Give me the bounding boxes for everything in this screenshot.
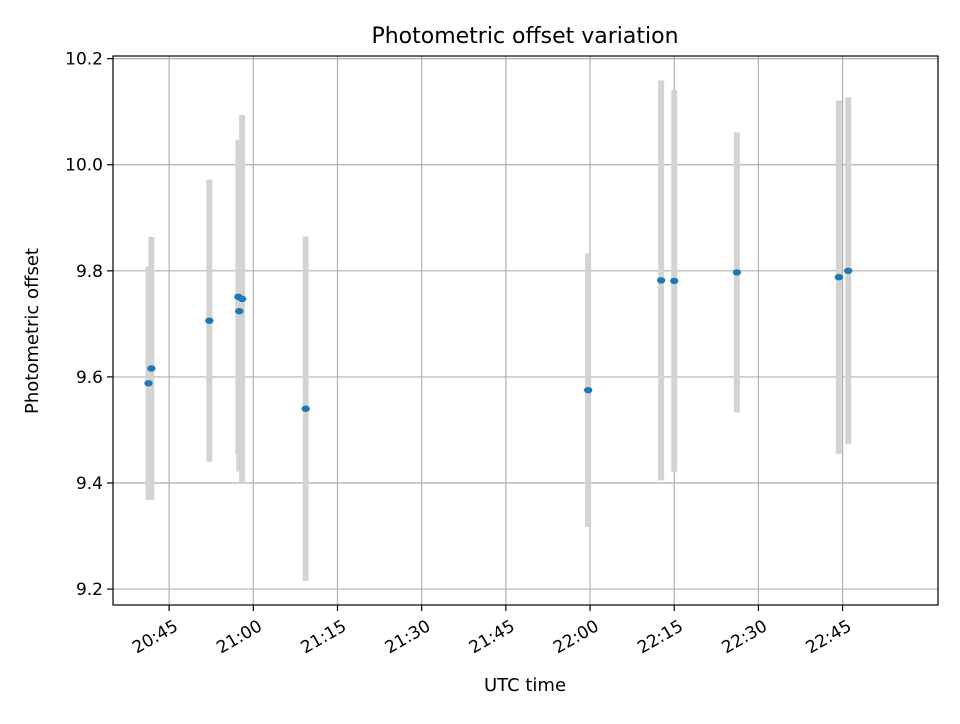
x-axis-label: UTC time xyxy=(484,675,566,696)
data-point xyxy=(144,380,153,387)
x-tick-label: 21:15 xyxy=(298,616,350,658)
data-point xyxy=(235,307,244,315)
chart-title: Photometric offset variation xyxy=(371,24,678,49)
data-point xyxy=(205,317,214,324)
x-tick-label: 20:45 xyxy=(129,616,181,658)
data-point xyxy=(844,267,853,275)
data-point xyxy=(237,295,247,303)
x-tick-label: 21:30 xyxy=(382,616,434,658)
x-tick-label: 22:00 xyxy=(550,616,602,658)
x-tick-label: 21:45 xyxy=(466,616,518,658)
y-tick-label: 9.2 xyxy=(76,580,103,600)
y-axis-ticks: 9.2 9.4 9.6 9.8 10.0 10.2 xyxy=(65,50,113,600)
data-point xyxy=(301,405,310,412)
x-tick-label: 22:45 xyxy=(803,616,855,658)
y-tick-label: 9.4 xyxy=(76,474,103,494)
x-tick-label: 22:30 xyxy=(718,616,770,658)
data-point xyxy=(656,277,666,284)
y-tick-label: 10.2 xyxy=(65,50,103,70)
data-points xyxy=(144,267,853,412)
y-axis-label: Photometric offset xyxy=(22,248,43,414)
y-tick-label: 9.8 xyxy=(76,262,103,282)
data-point xyxy=(670,277,679,285)
data-point xyxy=(834,273,844,281)
data-point xyxy=(583,386,593,394)
x-tick-label: 21:00 xyxy=(213,616,265,658)
plot-frame xyxy=(112,55,939,606)
y-tick-label: 9.6 xyxy=(76,368,103,388)
data-point xyxy=(147,365,156,372)
y-tick-label: 10.0 xyxy=(65,156,103,176)
x-tick-label: 22:15 xyxy=(634,616,686,658)
x-axis-ticks: 20:45 21:00 21:15 21:30 21:45 22:00 22:15 22:30… xyxy=(129,605,855,658)
data-point xyxy=(732,269,742,276)
